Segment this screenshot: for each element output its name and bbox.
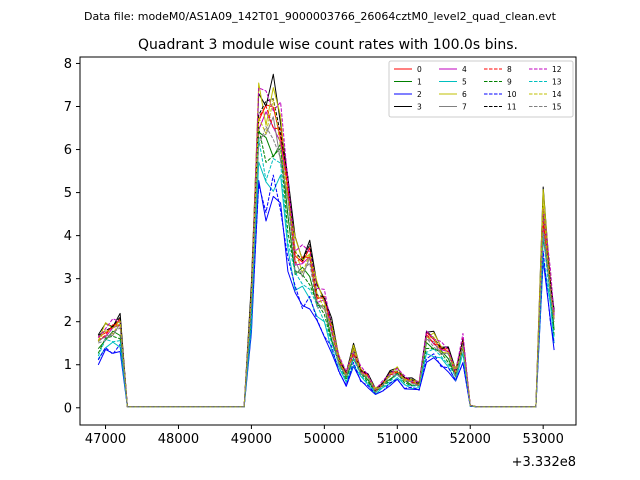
legend-label-9: 9 (507, 78, 512, 87)
legend-label-14: 14 (552, 90, 562, 99)
plot-frame (79, 56, 577, 426)
x-tick-label: 48000 (158, 432, 199, 447)
y-tick-label: 4 (64, 229, 72, 244)
x-tick-label: 52000 (450, 432, 491, 447)
x-tick-label: 50000 (304, 432, 345, 447)
legend-box (388, 60, 574, 118)
series-layer (97, 73, 555, 408)
chart-title: Quadrant 3 module wise count rates with … (138, 37, 518, 53)
x-tick-label: 49000 (231, 432, 272, 447)
y-tick-label: 1 (64, 358, 72, 373)
legend-label-12: 12 (552, 65, 562, 74)
legend-label-6: 6 (462, 90, 467, 99)
plot-area (80, 57, 576, 425)
legend-label-4: 4 (462, 65, 467, 74)
y-tick-label: 7 (64, 100, 72, 115)
legend-label-3: 3 (417, 103, 422, 112)
legend-label-1: 1 (417, 78, 422, 87)
x-axis: 47000 48000 49000 50000 51000 52000 53000 (85, 425, 564, 447)
legend-label-10: 10 (507, 90, 517, 99)
x-tick-label: 47000 (85, 432, 126, 447)
legend-label-2: 2 (417, 90, 422, 99)
series-line-15 (98, 126, 555, 408)
x-offset-label: +3.332e8 (512, 455, 576, 470)
legend-label-11: 11 (507, 103, 517, 112)
y-tick-label: 0 (64, 401, 72, 416)
y-tick-label: 3 (64, 272, 72, 287)
legend-label-13: 13 (552, 78, 562, 87)
suptitle: Data file: modeM0/AS1A09_142T01_90000037… (84, 10, 557, 23)
x-tick-label: 53000 (522, 432, 563, 447)
legend-label-15: 15 (552, 103, 562, 112)
y-tick-label: 8 (64, 57, 72, 72)
legend-label-0: 0 (417, 65, 422, 74)
x-tick-label: 51000 (377, 432, 418, 447)
y-axis: 0 1 2 3 4 5 6 7 8 (64, 57, 80, 416)
y-tick-label: 5 (64, 186, 72, 201)
y-tick-label: 2 (64, 315, 72, 330)
y-tick-label: 6 (64, 143, 72, 158)
legend-label-8: 8 (507, 65, 512, 74)
legend-label-7: 7 (462, 103, 467, 112)
legend-label-5: 5 (462, 78, 467, 87)
